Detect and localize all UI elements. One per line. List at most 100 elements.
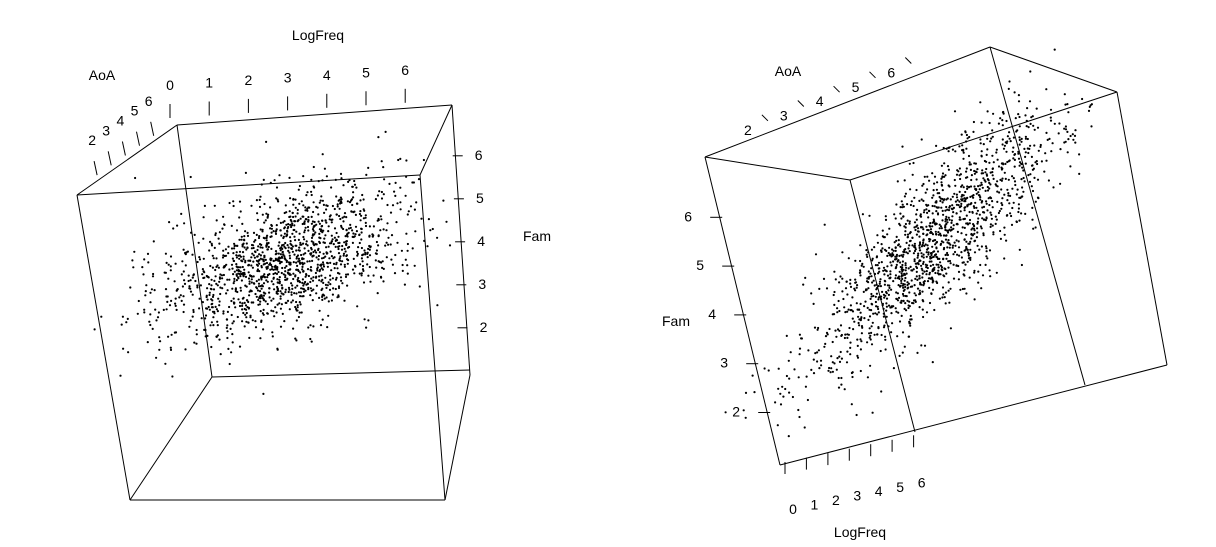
right-data-point: [896, 180, 899, 183]
left-data-point: [260, 276, 263, 279]
left-data-point: [346, 273, 350, 276]
right-data-point: [939, 273, 942, 276]
right-data-point: [986, 134, 989, 137]
right-data-point: [915, 233, 919, 236]
right-data-point: [840, 383, 843, 386]
right-data-point: [894, 217, 897, 220]
left-data-point: [169, 348, 173, 351]
left-data-point: [301, 268, 304, 271]
left-data-point: [255, 280, 258, 283]
left-data-point: [141, 266, 144, 269]
left-data-point: [255, 233, 258, 236]
right-data-point: [904, 264, 907, 267]
right-data-point: [910, 279, 913, 282]
right-data-point: [812, 372, 816, 375]
right-data-point: [890, 331, 893, 334]
left-data-point: [304, 289, 307, 292]
left-data-point: [304, 252, 307, 255]
left-data-point: [330, 240, 333, 243]
right-data-point: [866, 306, 869, 309]
left-data-point: [257, 236, 261, 240]
right-data-point: [992, 231, 995, 234]
right-data-point: [960, 256, 964, 259]
left-data-point: [279, 325, 283, 328]
right-data-point: [886, 254, 889, 257]
right-data-point: [1017, 203, 1021, 206]
left-data-point: [302, 242, 305, 245]
left-data-point: [283, 232, 286, 235]
right-data-point: [1069, 165, 1072, 168]
left-data-point: [258, 259, 261, 262]
left-data-point: [337, 199, 340, 202]
left-x-tick-label: 0: [166, 77, 174, 93]
left-data-point: [209, 324, 212, 327]
left-data-point: [401, 269, 404, 272]
right-data-point: [901, 206, 904, 209]
left-data-point: [333, 256, 336, 259]
right-data-point: [1012, 146, 1015, 149]
right-data-point: [836, 311, 839, 314]
left-data-point: [270, 263, 273, 267]
right-data-point: [889, 261, 892, 264]
right-data-point: [1017, 207, 1021, 210]
right-data-point: [1027, 126, 1030, 129]
left-data-point: [319, 264, 322, 267]
left-data-point: [300, 311, 303, 314]
left-data-point: [295, 230, 298, 233]
right-data-point: [921, 308, 924, 311]
left-data-point: [234, 290, 237, 293]
left-data-point: [345, 229, 348, 232]
left-data-point: [265, 236, 268, 240]
left-data-point: [403, 283, 406, 286]
left-data-point: [309, 287, 312, 290]
left-data-point: [250, 281, 253, 284]
left-data-point: [266, 248, 269, 251]
right-data-point: [917, 263, 920, 266]
right-data-point: [810, 368, 813, 371]
right-data-point: [891, 248, 894, 251]
left-data-point: [192, 273, 195, 276]
right-data-point: [788, 377, 791, 380]
right-data-point: [963, 287, 966, 290]
left-data-point: [285, 235, 288, 238]
right-data-point: [889, 306, 892, 309]
left-data-point: [243, 301, 246, 304]
right-data-point: [1000, 188, 1003, 191]
right-data-point: [1063, 127, 1066, 130]
left-data-point: [314, 271, 317, 275]
right-data-point: [944, 218, 948, 221]
left-data-point: [336, 205, 339, 208]
right-data-point: [898, 354, 901, 357]
right-data-point: [986, 257, 989, 260]
left-data-point: [214, 275, 217, 278]
left-data-point: [290, 293, 293, 296]
right-data-point: [960, 251, 963, 254]
left-data-point: [184, 253, 187, 256]
left-data-point: [258, 290, 262, 293]
left-data-point: [235, 244, 238, 247]
left-data-point: [399, 208, 402, 211]
right-data-point: [1018, 138, 1021, 142]
right-data-point: [979, 184, 982, 187]
right-data-point: [884, 294, 887, 297]
left-data-point: [312, 210, 315, 214]
right-y-tick: [761, 114, 769, 122]
left-data-point: [187, 274, 190, 277]
right-data-point: [971, 211, 974, 214]
left-data-point: [321, 287, 324, 290]
left-data-point: [327, 225, 330, 228]
right-data-point: [904, 262, 907, 265]
left-data-point: [328, 218, 331, 221]
left-data-point: [190, 231, 193, 234]
right-data-point: [922, 241, 925, 244]
left-data-point: [272, 297, 275, 300]
right-data-point: [990, 213, 993, 216]
left-data-point: [222, 266, 225, 269]
right-data-point: [1009, 212, 1012, 215]
right-data-point: [872, 312, 875, 315]
right-data-point: [900, 272, 903, 275]
right-data-point: [1087, 109, 1091, 112]
left-data-point: [386, 203, 389, 207]
left-data-point: [212, 316, 215, 319]
